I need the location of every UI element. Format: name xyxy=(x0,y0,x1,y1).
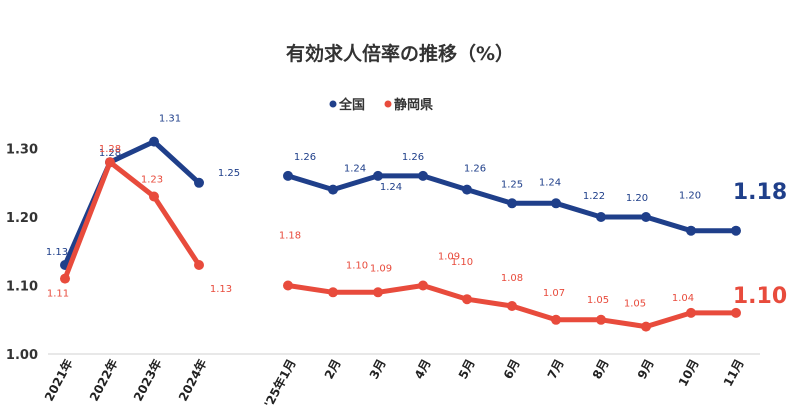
legend-label: 静岡県 xyxy=(394,97,433,113)
data-label: 1.20 xyxy=(679,191,701,202)
series-line xyxy=(62,139,202,268)
data-point xyxy=(641,321,651,332)
data-point xyxy=(149,136,159,147)
data-label: 1.25 xyxy=(218,168,240,179)
data-label: 1.24 xyxy=(539,177,561,188)
data-label: 1.24 xyxy=(344,164,366,175)
data-label: 1.11 xyxy=(47,289,69,300)
x-tick-label: 4月 xyxy=(412,357,434,382)
data-label: 1.26 xyxy=(402,152,424,163)
data-label: 1.08 xyxy=(501,273,523,284)
legend: 全国 静岡県 xyxy=(329,97,433,113)
data-point xyxy=(641,212,651,222)
data-label: 1.10 xyxy=(346,260,368,271)
series-line xyxy=(62,159,202,282)
data-point xyxy=(596,314,606,325)
x-tick-label: 2021年 xyxy=(41,356,76,403)
data-label: 1.25 xyxy=(501,179,523,190)
data-point xyxy=(551,314,561,325)
x-tick-label: 7月 xyxy=(545,357,567,382)
x-tick-label: '25年1月 xyxy=(261,356,299,410)
x-tick-label: 3月 xyxy=(367,357,389,382)
x-tick-label: 9月 xyxy=(635,357,657,382)
data-labels: 1.13 1.28 1.31 1.25 1.26 1.24 1.24 1.26 1.26 1.25… xyxy=(46,114,787,310)
data-label: 1.05 xyxy=(624,299,646,310)
data-point xyxy=(149,191,159,202)
data-point xyxy=(328,287,338,298)
x-tick-label: 2023年 xyxy=(130,356,165,403)
data-label: 1.28 xyxy=(99,148,121,159)
data-label: 1.26 xyxy=(464,164,486,175)
y-tick-label: 1.00 xyxy=(6,348,38,363)
data-label: 1.04 xyxy=(672,293,694,304)
final-value-label: 1.18 xyxy=(733,180,787,205)
data-point xyxy=(462,294,472,305)
data-point xyxy=(686,225,696,236)
data-point xyxy=(60,273,70,284)
data-point xyxy=(194,177,204,188)
data-label: 1.31 xyxy=(159,114,181,125)
data-point xyxy=(418,170,428,181)
data-point xyxy=(551,198,561,209)
data-label: 1.05 xyxy=(587,295,609,306)
series-layer xyxy=(60,136,741,332)
y-tick-label: 1.30 xyxy=(6,143,38,158)
data-label: 1.09 xyxy=(438,252,460,263)
data-label: 1.18 xyxy=(279,231,301,242)
data-point xyxy=(462,184,472,195)
chart-title: 有効求人倍率の推移（%） xyxy=(286,42,514,65)
data-label: 1.28 xyxy=(99,144,121,155)
x-tick-label: 5月 xyxy=(456,357,478,382)
data-point xyxy=(283,170,293,181)
y-tick-label: 1.10 xyxy=(6,280,38,295)
legend-label: 全国 xyxy=(338,97,365,113)
x-tick-label: 2024年 xyxy=(175,356,210,403)
legend-marker xyxy=(329,100,337,108)
data-point xyxy=(373,287,383,298)
final-value-label: 1.10 xyxy=(733,284,787,309)
data-label: 1.23 xyxy=(141,174,163,185)
data-point xyxy=(105,157,115,168)
x-tick-label: 10月 xyxy=(676,357,702,389)
x-tick-label: 8月 xyxy=(590,357,612,382)
data-label: 1.24 xyxy=(380,182,402,193)
x-tick-label: 6月 xyxy=(501,357,523,382)
legend-marker xyxy=(384,100,392,108)
data-point xyxy=(283,280,293,291)
data-point xyxy=(731,307,741,318)
x-tick-label: 2月 xyxy=(322,357,344,382)
data-label: 1.13 xyxy=(46,247,68,258)
data-label: 1.22 xyxy=(583,191,605,202)
data-label: 1.10 xyxy=(451,257,473,268)
data-point xyxy=(328,184,338,195)
data-label: 1.09 xyxy=(370,263,392,274)
x-tick-label: 11月 xyxy=(721,357,747,389)
data-point xyxy=(731,225,741,236)
data-point xyxy=(418,280,428,291)
data-point xyxy=(194,260,204,270)
data-label: 1.07 xyxy=(543,288,565,299)
data-point xyxy=(686,307,696,318)
data-point xyxy=(507,301,517,311)
data-label: 1.20 xyxy=(626,193,648,204)
x-tick-label: 2022年 xyxy=(86,356,121,403)
data-point xyxy=(596,212,606,222)
data-point xyxy=(373,170,383,181)
data-label: 1.13 xyxy=(210,284,232,295)
data-point xyxy=(507,198,517,209)
y-tick-label: 1.20 xyxy=(6,211,38,226)
data-label: 1.26 xyxy=(294,152,316,163)
